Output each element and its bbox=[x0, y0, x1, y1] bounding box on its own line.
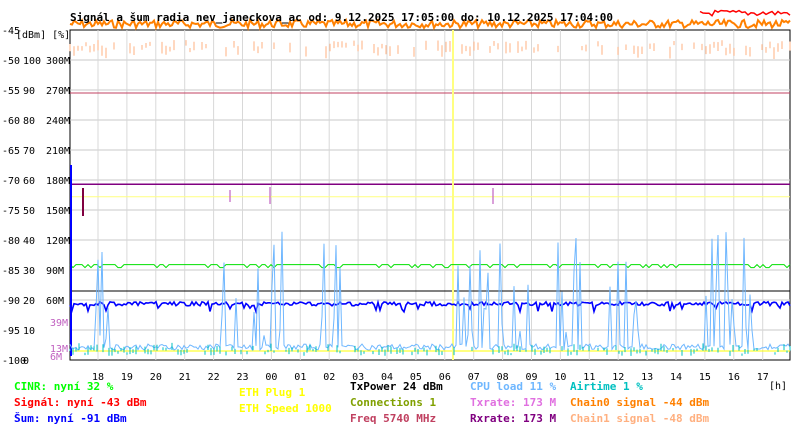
pct-tick-label: 0 bbox=[23, 356, 29, 367]
rate-tick-label-low: 6M bbox=[50, 352, 62, 363]
x-tick-label: 05 bbox=[410, 372, 422, 383]
x-tick-label: 10 bbox=[554, 372, 566, 383]
rate-tick-label-low: 13M bbox=[50, 344, 68, 355]
reference-lines bbox=[70, 30, 790, 360]
x-tick-label: 12 bbox=[612, 372, 624, 383]
dbm-tick-label: -45 bbox=[2, 26, 20, 37]
x-tick-label: 02 bbox=[323, 372, 335, 383]
legend-entry: Signál: nyní -43 dBm bbox=[14, 396, 147, 409]
x-tick-label: 07 bbox=[468, 372, 480, 383]
pct-tick-label: 20 bbox=[23, 296, 35, 307]
legend-entry: Connections 1 bbox=[350, 396, 437, 409]
x-tick-label: 21 bbox=[179, 372, 191, 383]
chart-title: Signál a šum radia nev_janeckova_ac od: … bbox=[70, 11, 613, 24]
dbm-tick-label: -50 bbox=[2, 56, 20, 67]
x-tick-label: 23 bbox=[237, 372, 249, 383]
x-tick-label: 16 bbox=[728, 372, 740, 383]
rate-tick-label: 60M bbox=[46, 296, 64, 307]
x-tick-label: 17 bbox=[757, 372, 769, 383]
pct-tick-label: 80 bbox=[23, 116, 35, 127]
dbm-tick-label: -70 bbox=[2, 176, 20, 187]
x-tick-label: 15 bbox=[699, 372, 711, 383]
dbm-tick-label: -55 bbox=[2, 86, 20, 97]
x-tick-label: 00 bbox=[265, 372, 277, 383]
legend-entry: TxPower 24 dBm bbox=[350, 380, 443, 393]
legend-entry: Airtime 1 % bbox=[570, 380, 643, 393]
series-traces bbox=[69, 9, 791, 356]
x-tick-label: 13 bbox=[641, 372, 653, 383]
x-tick-label: 01 bbox=[294, 372, 306, 383]
dbm-tick-label: -95 bbox=[2, 326, 20, 337]
legend-entry: ETH Plug 1 bbox=[239, 386, 306, 399]
x-tick-label: 19 bbox=[121, 372, 133, 383]
x-tick-label: 09 bbox=[526, 372, 538, 383]
noise-trace bbox=[69, 299, 791, 315]
x-tick-label: 03 bbox=[352, 372, 364, 383]
legend-entry: Txrate: 173 M bbox=[470, 396, 557, 409]
x-tick-label: 04 bbox=[381, 372, 393, 383]
cinr-trace bbox=[69, 263, 791, 269]
chart-axes: -45-50-55-60-65-70-75-80-85-90-95-100100… bbox=[2, 26, 769, 383]
pct-tick-label: 30 bbox=[23, 266, 35, 277]
x-tick-label: 06 bbox=[439, 372, 451, 383]
chain0-signal-trace bbox=[69, 17, 791, 32]
dbm-tick-label: -85 bbox=[2, 266, 20, 277]
legend-entry: Freq 5740 MHz bbox=[350, 412, 437, 425]
pct-tick-label: 50 bbox=[23, 206, 35, 217]
legend-entry: CPU load 11 % bbox=[470, 380, 557, 393]
rate-tick-label: 90M bbox=[46, 266, 64, 277]
signal-trace bbox=[699, 9, 791, 17]
rate-tick-label: 300M bbox=[46, 56, 70, 67]
x-tick-label: 18 bbox=[92, 372, 104, 383]
legend-entry: Šum: nyní -91 dBm bbox=[14, 412, 127, 425]
y-axis-units: [dBm] [%] bbox=[16, 30, 70, 41]
legend-entry: Chain1 signal -48 dBm bbox=[570, 412, 710, 425]
chain1-signal-trace bbox=[69, 40, 791, 59]
x-tick-label: 20 bbox=[150, 372, 162, 383]
dbm-tick-label: -80 bbox=[2, 236, 20, 247]
rate-tick-label: 180M bbox=[46, 176, 70, 187]
airtime-trace bbox=[69, 342, 791, 356]
pct-tick-label: 90 bbox=[23, 86, 35, 97]
legend-entry: Chain0 signal -44 dBm bbox=[570, 396, 710, 409]
legend-entry: ETH Speed 1000 bbox=[239, 402, 332, 415]
x-tick-label: 11 bbox=[583, 372, 595, 383]
rate-tick-label-low: 39M bbox=[50, 318, 68, 329]
dbm-tick-label: -90 bbox=[2, 296, 20, 307]
pct-tick-label: 40 bbox=[23, 236, 35, 247]
pct-tick-label: 100 bbox=[23, 56, 41, 67]
rate-tick-label: 240M bbox=[46, 116, 70, 127]
cpu-load-trace bbox=[69, 231, 791, 352]
x-axis-unit: [h] bbox=[769, 381, 787, 392]
rate-tick-label: 120M bbox=[46, 236, 70, 247]
dbm-tick-label: -75 bbox=[2, 206, 20, 217]
x-tick-label: 14 bbox=[670, 372, 682, 383]
rate-tick-label: 270M bbox=[46, 86, 70, 97]
legend-entry: CINR: nyní 32 % bbox=[14, 380, 114, 393]
legend-entry: Rxrate: 173 M bbox=[470, 412, 557, 425]
dbm-tick-label: -60 bbox=[2, 116, 20, 127]
x-tick-label: 08 bbox=[497, 372, 509, 383]
rate-tick-label: 210M bbox=[46, 146, 70, 157]
x-tick-label: 22 bbox=[208, 372, 220, 383]
pct-tick-label: 10 bbox=[23, 326, 35, 337]
rate-tick-label: 150M bbox=[46, 206, 70, 217]
dbm-tick-label: -100 bbox=[2, 356, 26, 367]
dbm-tick-label: -65 bbox=[2, 146, 20, 157]
pct-tick-label: 60 bbox=[23, 176, 35, 187]
pct-tick-label: 70 bbox=[23, 146, 35, 157]
